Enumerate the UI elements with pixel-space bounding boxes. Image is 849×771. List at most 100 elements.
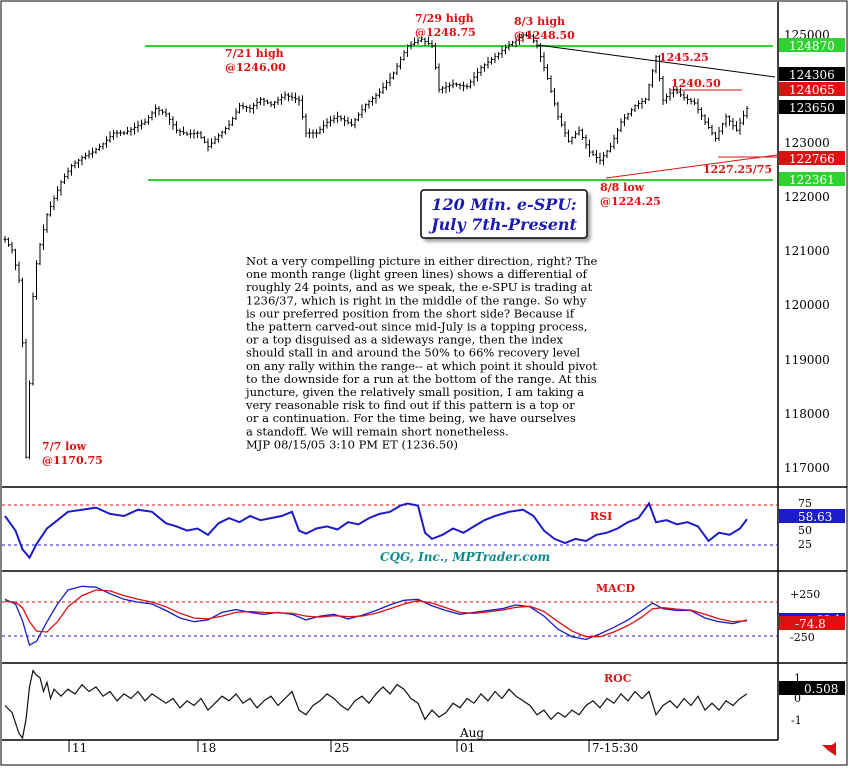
roc-level-label: 1 (794, 672, 801, 685)
price-bar (360, 104, 364, 119)
price-bar (661, 76, 665, 105)
price-bar (595, 150, 598, 163)
rsi-line (4, 501, 748, 560)
price-bar (689, 97, 693, 105)
price-bar (378, 88, 381, 99)
price-bar (665, 93, 668, 104)
rsi-level-label: 75 (798, 497, 812, 510)
y-tick-label: 122000 (784, 190, 830, 204)
macd-level-label: -250 (790, 631, 815, 644)
price-bar (504, 44, 507, 55)
roc-line (4, 669, 748, 740)
roc-label: ROC (604, 672, 632, 685)
chart-subtitle: July 7th-Present (428, 215, 577, 234)
roc-panel: ROC 1 0 -1 0.508 (604, 672, 845, 727)
annotation-7-21-high: 7/21 high (225, 47, 284, 60)
x-tick-label: 11 (72, 741, 87, 755)
annotation-7-21-high-value: @1246.00 (225, 61, 286, 74)
chart-title: 120 Min. e-SPU: (431, 195, 576, 214)
price-bar (266, 99, 269, 105)
price-bar (38, 242, 42, 266)
price-bar (161, 109, 164, 115)
price-bar (553, 88, 556, 107)
price-bar (532, 33, 535, 44)
price-bar (658, 55, 661, 82)
price-bar (196, 130, 199, 139)
price-bar (493, 53, 497, 63)
price-bar (308, 128, 311, 139)
price-bar (189, 129, 192, 139)
price-bar (301, 95, 304, 120)
x-tick-label: 18 (201, 741, 216, 755)
scroll-right-icon[interactable] (822, 742, 836, 756)
price-bar (77, 158, 80, 169)
price-bar (535, 39, 539, 49)
price-bar (703, 114, 707, 126)
price-bar (227, 120, 231, 131)
title-box-frame (420, 189, 588, 239)
price-bar (353, 117, 357, 129)
commentary-line: should stall in and around the 50% to 66… (246, 346, 580, 360)
price-bar (70, 163, 73, 176)
price-bar (157, 106, 161, 116)
price-bar (252, 102, 255, 114)
roc-level-label: 0 (794, 692, 801, 705)
rsi-panel: RSI CQG, Inc., MPTrader.com 75 50 25 58.… (2, 497, 845, 564)
price-bar (224, 126, 227, 135)
price-bar (546, 64, 549, 80)
x-tick-label: 7-15:30 (592, 741, 638, 755)
price-bar (238, 102, 241, 114)
price-bar (539, 43, 542, 63)
price-bar (367, 99, 371, 109)
price-bar (717, 126, 721, 141)
price-bar (220, 130, 224, 139)
price-bar (434, 43, 437, 70)
commentary-line: to the downside for a run at the bottom … (246, 372, 597, 386)
price-bar (273, 100, 276, 109)
price-bar (406, 44, 409, 57)
price-bar (24, 338, 28, 459)
price-bar (630, 108, 633, 117)
price-bar (171, 116, 175, 130)
price-bar (49, 201, 52, 217)
price-box-label: 122766 (789, 152, 835, 166)
price-bar (164, 108, 168, 117)
commentary-line: roughly 24 points, and as we speak, the … (246, 280, 593, 294)
price-bar (581, 128, 584, 140)
price-bar (742, 110, 745, 126)
y-tick-label: 118000 (784, 407, 830, 421)
price-bar (364, 103, 367, 113)
price-bar (591, 150, 595, 156)
price-bar (154, 104, 157, 118)
price-bar (651, 69, 654, 88)
annotation-1245-25: 1245.25 (659, 51, 709, 64)
price-bar (168, 112, 171, 125)
price-bar (577, 126, 581, 136)
x-tick-label: 25 (334, 741, 349, 755)
annotation-7-29-high-value: @1248.75 (415, 26, 476, 39)
price-bar (10, 241, 14, 254)
price-bar (45, 213, 49, 233)
price-bar (385, 79, 388, 91)
data-credit: CQG, Inc., MPTrader.com (380, 550, 550, 564)
price-bar (56, 186, 59, 201)
price-box-bg (779, 38, 845, 52)
price-bar (241, 102, 245, 110)
price-bar (346, 116, 350, 125)
price-bar (560, 113, 563, 127)
price-box-bg (779, 67, 845, 81)
price-bar (210, 138, 213, 149)
price-box-label: 124065 (789, 83, 835, 97)
price-bar (7, 237, 10, 247)
price-bar (325, 118, 329, 129)
price-bar (101, 142, 105, 150)
price-bar (84, 152, 87, 160)
price-bar (511, 40, 514, 47)
x-tick-label: 01 (460, 741, 475, 755)
x-axis: 11 18 25 01 Aug 7-15:30 (68, 726, 836, 756)
price-bar (416, 38, 420, 45)
price-bar (231, 116, 234, 126)
price-bar (399, 56, 402, 70)
annotation-8-8-low-value: @1224.25 (600, 195, 661, 208)
price-bar (318, 126, 322, 135)
